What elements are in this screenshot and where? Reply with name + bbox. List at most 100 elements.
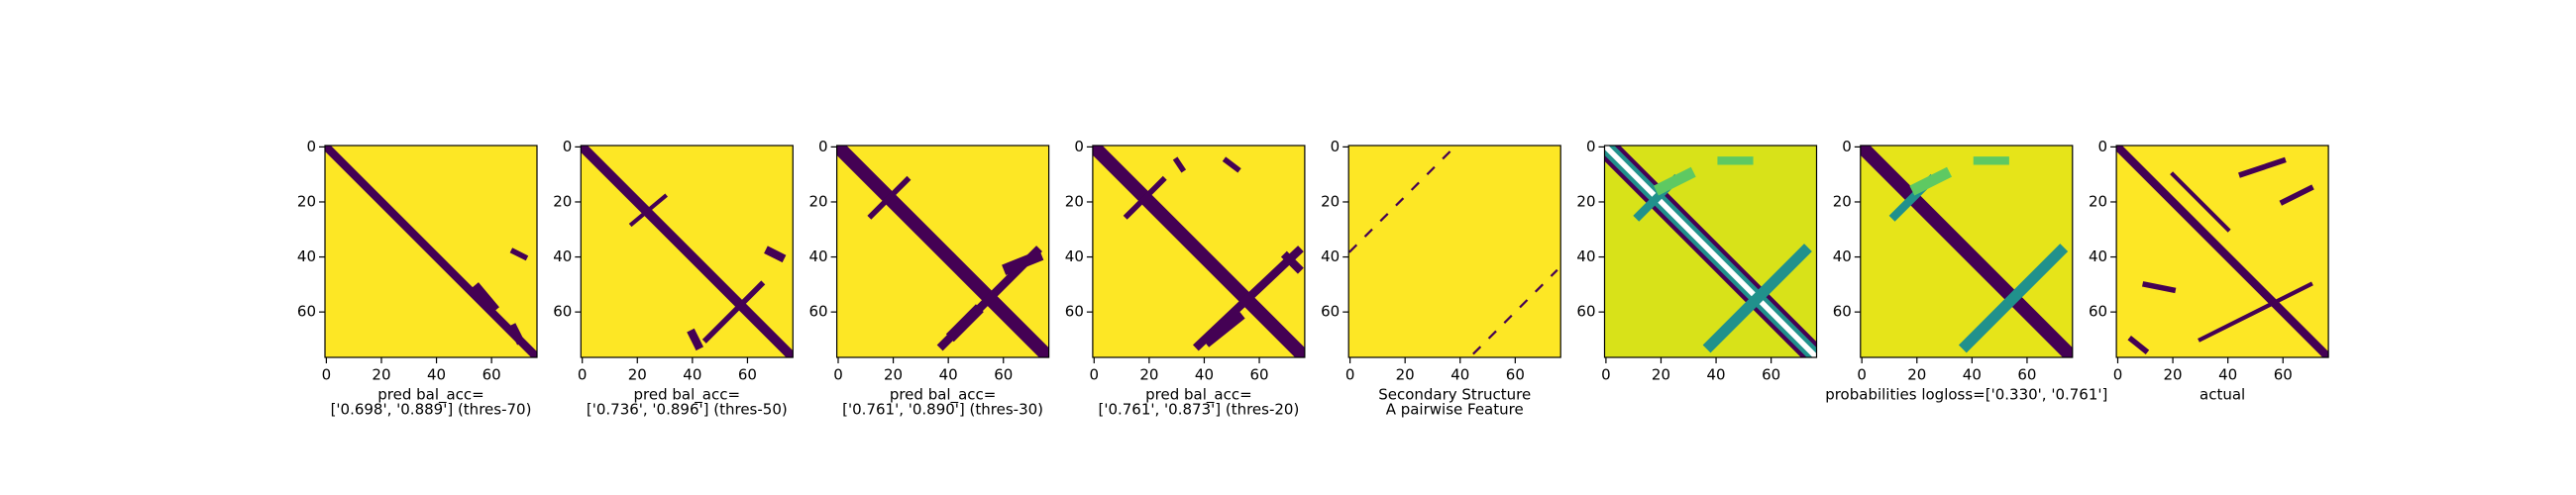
feature — [2127, 336, 2150, 354]
x-tick-label: 40 — [427, 366, 446, 384]
heatmap-image — [325, 146, 537, 357]
frame — [2115, 145, 2329, 358]
x-axis-label: ['0.761', '0.873'] (thres-20) — [1098, 401, 1299, 419]
heatmap-image — [1092, 146, 1305, 357]
feature — [2238, 156, 2287, 178]
y-tick-label: 40 — [809, 248, 828, 265]
x-tick-label: 60 — [1249, 366, 1268, 384]
heatmap-image — [581, 146, 794, 357]
feature — [509, 248, 529, 261]
y-tick-label: 0 — [1586, 138, 1596, 155]
x-axis-label: ['0.736', '0.896'] (thres-50) — [587, 401, 788, 419]
y-tick-label: 40 — [1833, 248, 1852, 265]
x-tick-label: 20 — [1652, 366, 1670, 384]
frame — [835, 145, 1050, 358]
y-tick-label: 40 — [1065, 248, 1084, 265]
x-tick-label: 40 — [939, 366, 958, 384]
frame — [1347, 145, 1561, 358]
feature — [325, 146, 537, 357]
x-tick-label: 20 — [372, 366, 390, 384]
heatmap-image — [1604, 146, 1817, 357]
feature — [1280, 250, 1304, 274]
feature — [1202, 309, 1245, 347]
panel: 0 20 40 60 0 20 40 60 pred bal_acc=['0.761', '0.… — [809, 138, 1050, 419]
x-axis-label: Secondary Structure — [1378, 386, 1531, 404]
frame — [1860, 145, 2074, 358]
y-tick-label: 60 — [1576, 303, 1595, 321]
y-tick-label: 0 — [1331, 138, 1341, 155]
feature — [836, 146, 1049, 357]
feature — [581, 146, 794, 357]
x-tick-label: 0 — [2113, 366, 2123, 384]
feature — [867, 175, 912, 220]
feature — [1002, 249, 1044, 275]
x-axis-label: actual — [2200, 386, 2245, 404]
feature — [2279, 184, 2314, 206]
x-tick-label: 60 — [1506, 366, 1525, 384]
feature — [1172, 156, 1187, 173]
x-tick-label: 0 — [1090, 366, 1100, 384]
y-tick-label: 60 — [553, 303, 572, 321]
x-tick-label: 0 — [833, 366, 843, 384]
panel: 0 20 40 60 0 20 40 60 — [1576, 138, 1818, 384]
y-tick-label: 0 — [1074, 138, 1084, 155]
y-tick-label: 60 — [1065, 303, 1084, 321]
y-tick-label: 0 — [563, 138, 573, 155]
x-axis-label: ['0.761', '0.890'] (thres-30) — [842, 401, 1043, 419]
x-axis-label: pred bal_acc= — [1145, 386, 1252, 405]
feature — [2142, 281, 2177, 294]
x-axis-label: ['0.698', '0.889'] (thres-70) — [331, 401, 532, 419]
feature — [1123, 175, 1167, 220]
feature — [2170, 171, 2231, 233]
x-axis-label: pred bal_acc= — [890, 386, 997, 405]
y-tick-label: 20 — [1576, 192, 1595, 210]
x-tick-label: 60 — [738, 366, 757, 384]
panel: 0 20 40 60 0 20 40 60 pred bal_acc=['0.736', '0.… — [553, 138, 794, 419]
x-tick-label: 20 — [884, 366, 903, 384]
heatmap-image — [2116, 146, 2329, 357]
feature — [1654, 166, 1696, 196]
feature — [1702, 244, 1812, 353]
feature — [945, 304, 984, 343]
background — [1348, 146, 1561, 357]
x-tick-label: 0 — [578, 366, 588, 384]
feature — [1472, 268, 1558, 355]
frame — [1092, 145, 1306, 358]
y-tick-label: 40 — [2089, 248, 2107, 265]
panel: 0 20 40 60 0 20 40 60 actual — [2089, 138, 2329, 404]
x-tick-label: 0 — [1345, 366, 1355, 384]
x-tick-label: 60 — [994, 366, 1013, 384]
x-axis-label: probabilities logloss=['0.330', '0.761'] — [1825, 386, 2107, 404]
feature — [470, 282, 499, 315]
feature — [628, 193, 669, 228]
x-tick-label: 20 — [2164, 366, 2183, 384]
feature — [1348, 146, 1456, 253]
frame — [1603, 145, 1818, 358]
x-tick-label: 20 — [1907, 366, 1926, 384]
y-tick-label: 60 — [2089, 303, 2107, 321]
y-tick-label: 0 — [1842, 138, 1852, 155]
x-tick-label: 40 — [683, 366, 701, 384]
y-tick-label: 60 — [809, 303, 828, 321]
x-tick-label: 60 — [483, 366, 501, 384]
x-tick-label: 40 — [1195, 366, 1214, 384]
panel: 0 20 40 60 0 20 40 60 pred bal_acc=['0.698', '0.… — [297, 138, 538, 419]
feature — [1958, 244, 2069, 353]
y-tick-label: 20 — [553, 192, 572, 210]
frame — [580, 145, 794, 358]
x-tick-label: 60 — [2017, 366, 2036, 384]
y-tick-label: 40 — [297, 248, 316, 265]
x-tick-label: 40 — [1450, 366, 1469, 384]
feature — [2198, 281, 2313, 343]
heatmap-image — [1860, 146, 2073, 357]
heatmap-image — [1348, 146, 1561, 357]
y-tick-label: 0 — [306, 138, 316, 155]
y-tick-label: 20 — [1321, 192, 1340, 210]
y-tick-label: 20 — [297, 192, 316, 210]
feature — [764, 246, 787, 263]
y-tick-label: 60 — [297, 303, 316, 321]
feature — [1092, 146, 1305, 357]
y-tick-label: 60 — [1833, 303, 1852, 321]
